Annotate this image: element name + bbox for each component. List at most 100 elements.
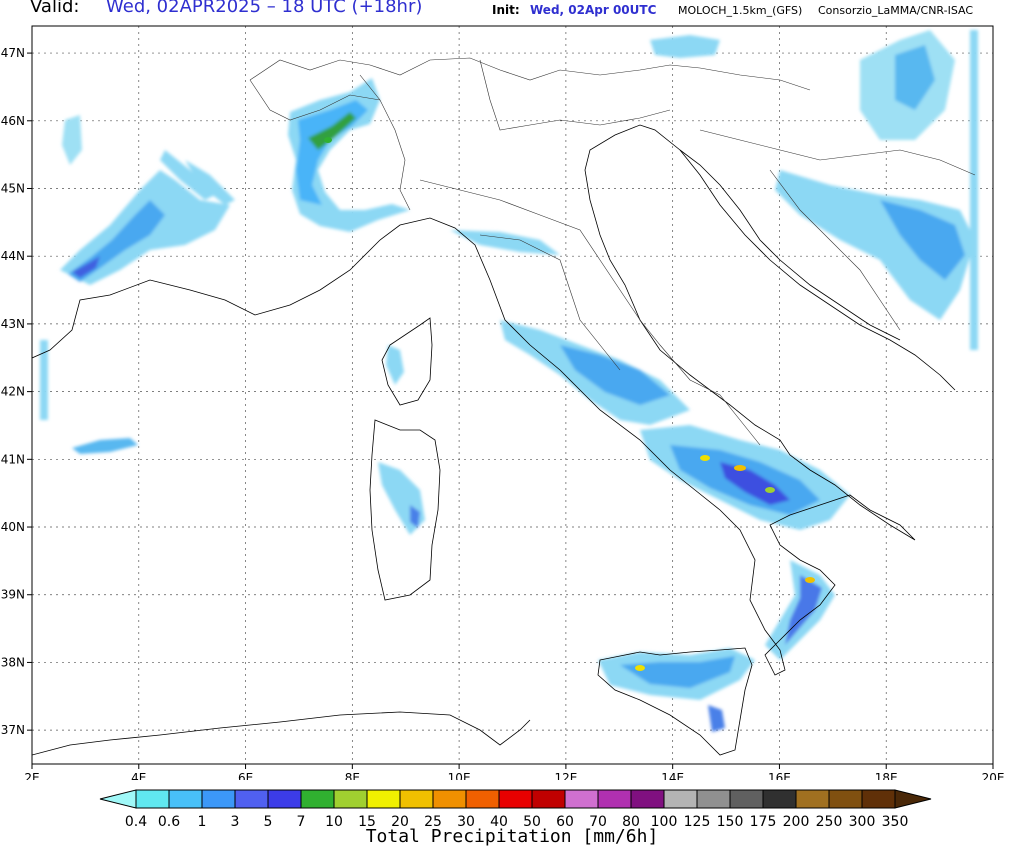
precip-core-ne — [895, 45, 935, 110]
colorbar-swatch — [729, 789, 764, 809]
colorbar-threshold-label: 80 — [622, 814, 640, 826]
latitude-ticks: 37N 38N 39N 40N 41N 42N 43N 44N 45N 46N 47N — [1, 46, 32, 737]
border-bosnia — [769, 169, 901, 331]
colorbar-swatch — [201, 789, 236, 809]
legend-title: Total Precipitation [mm/6h] — [365, 826, 659, 847]
colorbar-swatch — [366, 789, 401, 809]
precip-strip-west — [40, 340, 48, 420]
colorbar-threshold-label: 1 — [198, 814, 207, 826]
precip-area-north — [650, 35, 720, 58]
x-tick-label: 20E — [982, 771, 1005, 780]
y-tick-label: 37N — [1, 723, 25, 737]
coast-dalmatia — [679, 149, 901, 341]
precip-core-calabria — [785, 575, 822, 645]
colorbar-swatch — [333, 789, 368, 809]
init-label: Init: — [492, 3, 520, 17]
colorbar-threshold-label: 5 — [264, 814, 273, 826]
coastlines — [32, 124, 956, 756]
colorbar-threshold-label: 60 — [556, 814, 574, 826]
border-ch — [249, 79, 381, 121]
colorbar-threshold-label: 10 — [325, 814, 343, 826]
map-frame — [31, 25, 994, 765]
borders — [249, 57, 976, 446]
precip-streak-3 — [62, 115, 82, 165]
colorbar-swatch — [168, 789, 203, 809]
y-tick-label: 43N — [1, 317, 25, 331]
colorbar-swatch — [234, 789, 269, 809]
precip-max-france — [72, 256, 100, 278]
precip-streak-2 — [185, 160, 235, 205]
y-tick-label: 42N — [1, 385, 25, 399]
colorbar-swatch — [663, 789, 698, 809]
colorbar-threshold-label: 0.4 — [125, 814, 147, 826]
colorbar-swatch — [432, 789, 467, 809]
border-at — [479, 59, 671, 131]
regions-italy-2 — [479, 234, 621, 371]
y-tick-label: 46N — [1, 114, 25, 128]
colorbar-threshold-label: 0.6 — [158, 814, 180, 826]
init-time: Wed, 02Apr 00UTC — [530, 3, 657, 17]
x-tick-label: 16E — [768, 771, 791, 780]
colorbar-labels: 0.4 0.6 1 3 5 7 10 15 20 25 30 40 50 60 70 80 100 125 150 1… — [125, 814, 909, 826]
y-tick-label: 47N — [1, 46, 25, 60]
y-tick-label: 45N — [1, 181, 25, 195]
longitude-ticks: 2E 4E 6E 8E 10E 12E 14E 16E 18E 20E — [24, 764, 1004, 780]
colorbar-threshold-label: 200 — [783, 814, 810, 826]
precip-core-central — [560, 345, 670, 405]
colorbar-threshold-label: 20 — [391, 814, 409, 826]
colorbar-swatch — [696, 789, 731, 809]
border-fr-it — [359, 74, 411, 211]
colorbar-threshold-label: 40 — [490, 814, 508, 826]
colorbar-threshold-label: 15 — [358, 814, 376, 826]
colorbar-threshold-label: 175 — [750, 814, 777, 826]
colorbar: 0.4 0.6 1 3 5 7 10 15 20 25 30 40 50 60 70 80 100 125 150 1… — [99, 789, 932, 826]
x-tick-label: 10E — [448, 771, 471, 780]
colorbar-swatch — [564, 789, 599, 809]
colorbar-swatch — [399, 789, 434, 809]
regions-italy — [419, 179, 761, 446]
colorbar-swatch — [597, 789, 632, 809]
y-tick-label: 40N — [1, 520, 25, 534]
colorbar-threshold-label: 100 — [651, 814, 678, 826]
border-balkans — [699, 129, 976, 176]
precip-area-balearic — [72, 438, 138, 454]
x-tick-label: 6E — [238, 771, 253, 780]
precip-area-balkans — [775, 170, 975, 320]
coast-sicily — [597, 647, 753, 756]
colorbar-swatch — [630, 789, 665, 809]
colorbar-swatch — [465, 789, 500, 809]
colorbar-swatch — [861, 789, 896, 809]
colorbar-arrow-high — [894, 789, 932, 809]
coast-sardinia — [369, 419, 441, 601]
x-tick-label: 8E — [345, 771, 360, 780]
precipitation-map: 2E 4E 6E 8E 10E 12E 14E 16E 18E 20E 37N 38N 39N 40N 4… — [1, 25, 1004, 780]
border-alps — [249, 57, 811, 91]
colorbar-threshold-label: 250 — [816, 814, 843, 826]
precip-core-alps — [296, 100, 368, 205]
y-tick-label: 44N — [1, 249, 25, 263]
x-tick-label: 14E — [661, 771, 684, 780]
y-tick-label: 41N — [1, 452, 25, 466]
colorbar-threshold-label: 300 — [849, 814, 876, 826]
colorbar-threshold-label: 350 — [882, 814, 909, 826]
precip-core-sardinia — [410, 505, 420, 528]
colorbar-swatches — [99, 789, 932, 809]
colorbar-swatch — [267, 789, 302, 809]
colorbar-threshold-label: 7 — [297, 814, 306, 826]
precip-strip-east — [970, 30, 978, 350]
colorbar-swatch — [828, 789, 863, 809]
colorbar-swatch — [795, 789, 830, 809]
colorbar-threshold-label: 25 — [424, 814, 442, 826]
colorbar-threshold-label: 3 — [231, 814, 240, 826]
precip-accents — [324, 137, 815, 671]
valid-label: Valid: — [30, 0, 80, 17]
precip-max-south — [720, 462, 790, 505]
map-area — [32, 26, 993, 764]
precip-area-sicily-se — [708, 705, 725, 732]
colorbar-threshold-label: 150 — [717, 814, 744, 826]
colorbar-swatch — [531, 789, 566, 809]
precip-core-sicily — [620, 656, 735, 688]
precip-streak-1 — [160, 150, 215, 200]
map-header: Valid: Wed, 02APR2025 – 18 UTC (+18hr) I… — [0, 0, 1024, 26]
x-tick-label: 2E — [24, 771, 39, 780]
